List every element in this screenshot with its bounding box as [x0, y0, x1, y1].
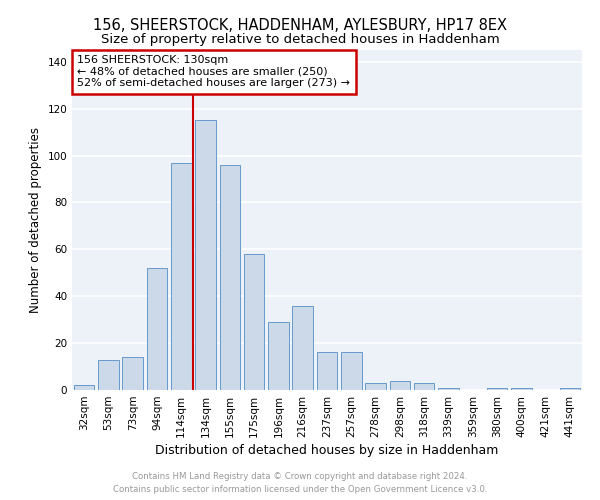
Bar	[389, 380, 410, 390]
Bar	[268, 322, 289, 390]
Bar	[220, 165, 240, 390]
Bar	[98, 360, 119, 390]
Bar	[244, 254, 265, 390]
Text: Contains HM Land Registry data © Crown copyright and database right 2024.
Contai: Contains HM Land Registry data © Crown c…	[113, 472, 487, 494]
Bar	[171, 162, 191, 390]
Bar	[122, 357, 143, 390]
Bar	[560, 388, 580, 390]
Bar	[511, 388, 532, 390]
Bar	[341, 352, 362, 390]
Bar	[365, 383, 386, 390]
Y-axis label: Number of detached properties: Number of detached properties	[29, 127, 42, 313]
Text: Size of property relative to detached houses in Haddenham: Size of property relative to detached ho…	[101, 32, 499, 46]
Bar	[438, 388, 459, 390]
Bar	[195, 120, 216, 390]
Bar	[74, 386, 94, 390]
Bar	[317, 352, 337, 390]
Text: 156, SHEERSTOCK, HADDENHAM, AYLESBURY, HP17 8EX: 156, SHEERSTOCK, HADDENHAM, AYLESBURY, H…	[93, 18, 507, 32]
Text: 156 SHEERSTOCK: 130sqm
← 48% of detached houses are smaller (250)
52% of semi-de: 156 SHEERSTOCK: 130sqm ← 48% of detached…	[77, 55, 350, 88]
Bar	[292, 306, 313, 390]
Bar	[414, 383, 434, 390]
Bar	[487, 388, 508, 390]
X-axis label: Distribution of detached houses by size in Haddenham: Distribution of detached houses by size …	[155, 444, 499, 457]
Bar	[146, 268, 167, 390]
